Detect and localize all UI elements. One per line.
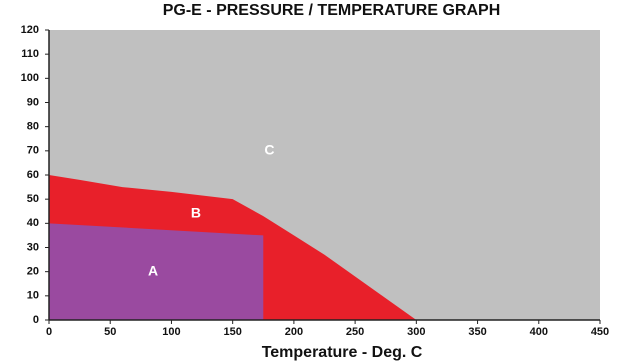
region-label-a: A bbox=[148, 262, 158, 278]
y-tick-label: 120 bbox=[21, 24, 39, 36]
x-tick-label: 100 bbox=[162, 326, 180, 338]
y-tick-label: 10 bbox=[27, 290, 39, 302]
y-tick-label: 20 bbox=[27, 266, 39, 278]
y-tick-label: 70 bbox=[27, 145, 39, 157]
x-tick-label: 400 bbox=[530, 326, 548, 338]
y-tick-label: 50 bbox=[27, 193, 39, 205]
region-a bbox=[49, 223, 264, 320]
x-tick-label: 0 bbox=[46, 326, 52, 338]
x-tick-label: 200 bbox=[285, 326, 303, 338]
regions-layer bbox=[49, 30, 600, 320]
y-tick-label: 40 bbox=[27, 217, 39, 229]
y-tick-label: 30 bbox=[27, 241, 39, 253]
y-tick-label: 0 bbox=[33, 314, 39, 326]
y-tick-label: 80 bbox=[27, 121, 39, 133]
y-tick-label: 100 bbox=[21, 72, 39, 84]
chart-title: PG-E - PRESSURE / TEMPERATURE GRAPH bbox=[162, 2, 501, 19]
region-label-b: B bbox=[191, 204, 201, 220]
region-labels: C B A bbox=[148, 142, 274, 279]
x-tick-label: 300 bbox=[407, 326, 425, 338]
x-axis-title: Temperature - Deg. C bbox=[262, 344, 423, 361]
axes: 0 10 20 30 40 50 60 70 80 90 100 110 120 0 50 100 150 200… bbox=[21, 24, 610, 338]
x-tick-label: 50 bbox=[104, 326, 116, 338]
x-tick-label: 150 bbox=[223, 326, 241, 338]
region-label-c: C bbox=[264, 142, 274, 158]
x-tick-label: 250 bbox=[346, 326, 364, 338]
y-tick-label: 60 bbox=[27, 169, 39, 181]
y-tick-label: 110 bbox=[21, 48, 39, 60]
x-tick-label: 450 bbox=[591, 326, 609, 338]
x-tick-label: 350 bbox=[468, 326, 486, 338]
y-tick-label: 90 bbox=[27, 96, 39, 108]
